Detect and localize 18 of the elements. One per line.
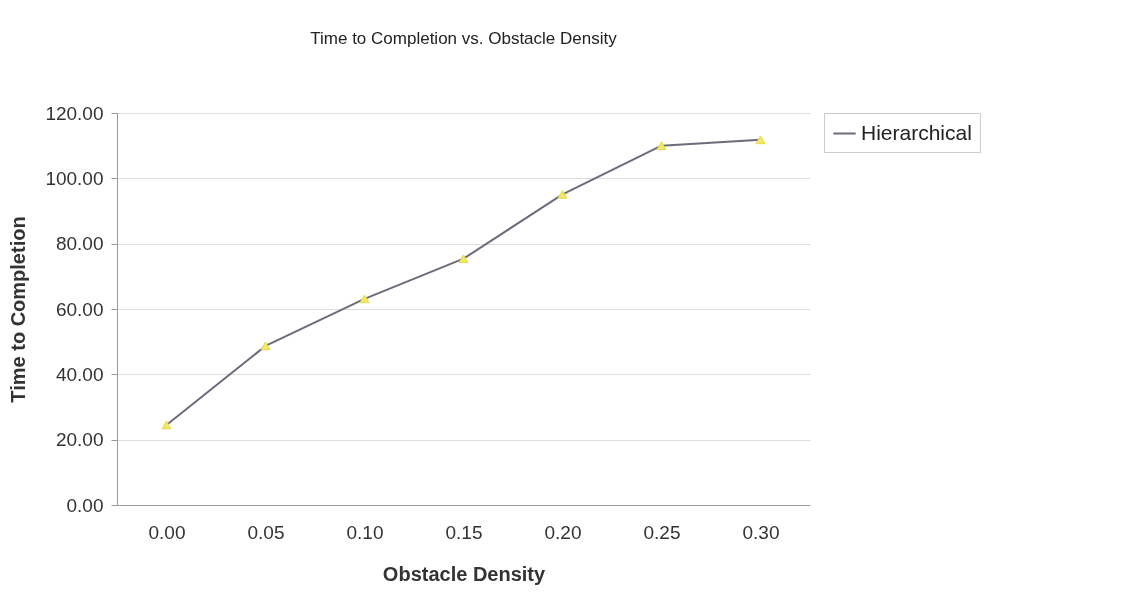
x-axis-title: Obstacle Density: [382, 562, 547, 585]
y-tick-label: 100.00: [45, 167, 104, 189]
x-tick-label: 0.25: [643, 521, 681, 543]
legend-label: Hierarchical: [861, 120, 972, 144]
chart-title: Time to Completion vs. Obstacle Density: [310, 29, 618, 48]
y-tick-label: 60.00: [55, 298, 104, 320]
x-tick-label: 0.20: [544, 521, 582, 543]
y-tick-label: 20.00: [55, 429, 104, 451]
y-tick-label: 0.00: [66, 494, 104, 516]
x-tick-label: 0.10: [346, 521, 384, 543]
y-tick-label: 120.00: [45, 102, 104, 124]
x-tick-label: 0.30: [742, 521, 780, 543]
x-tick-label: 0.15: [445, 521, 483, 543]
y-tick-label: 80.00: [55, 233, 104, 255]
x-tick-label: 0.05: [247, 521, 285, 543]
x-tick-label: 0.00: [148, 521, 186, 543]
y-axis-title: Time to Completion: [7, 216, 30, 403]
y-tick-label: 40.00: [55, 363, 104, 385]
